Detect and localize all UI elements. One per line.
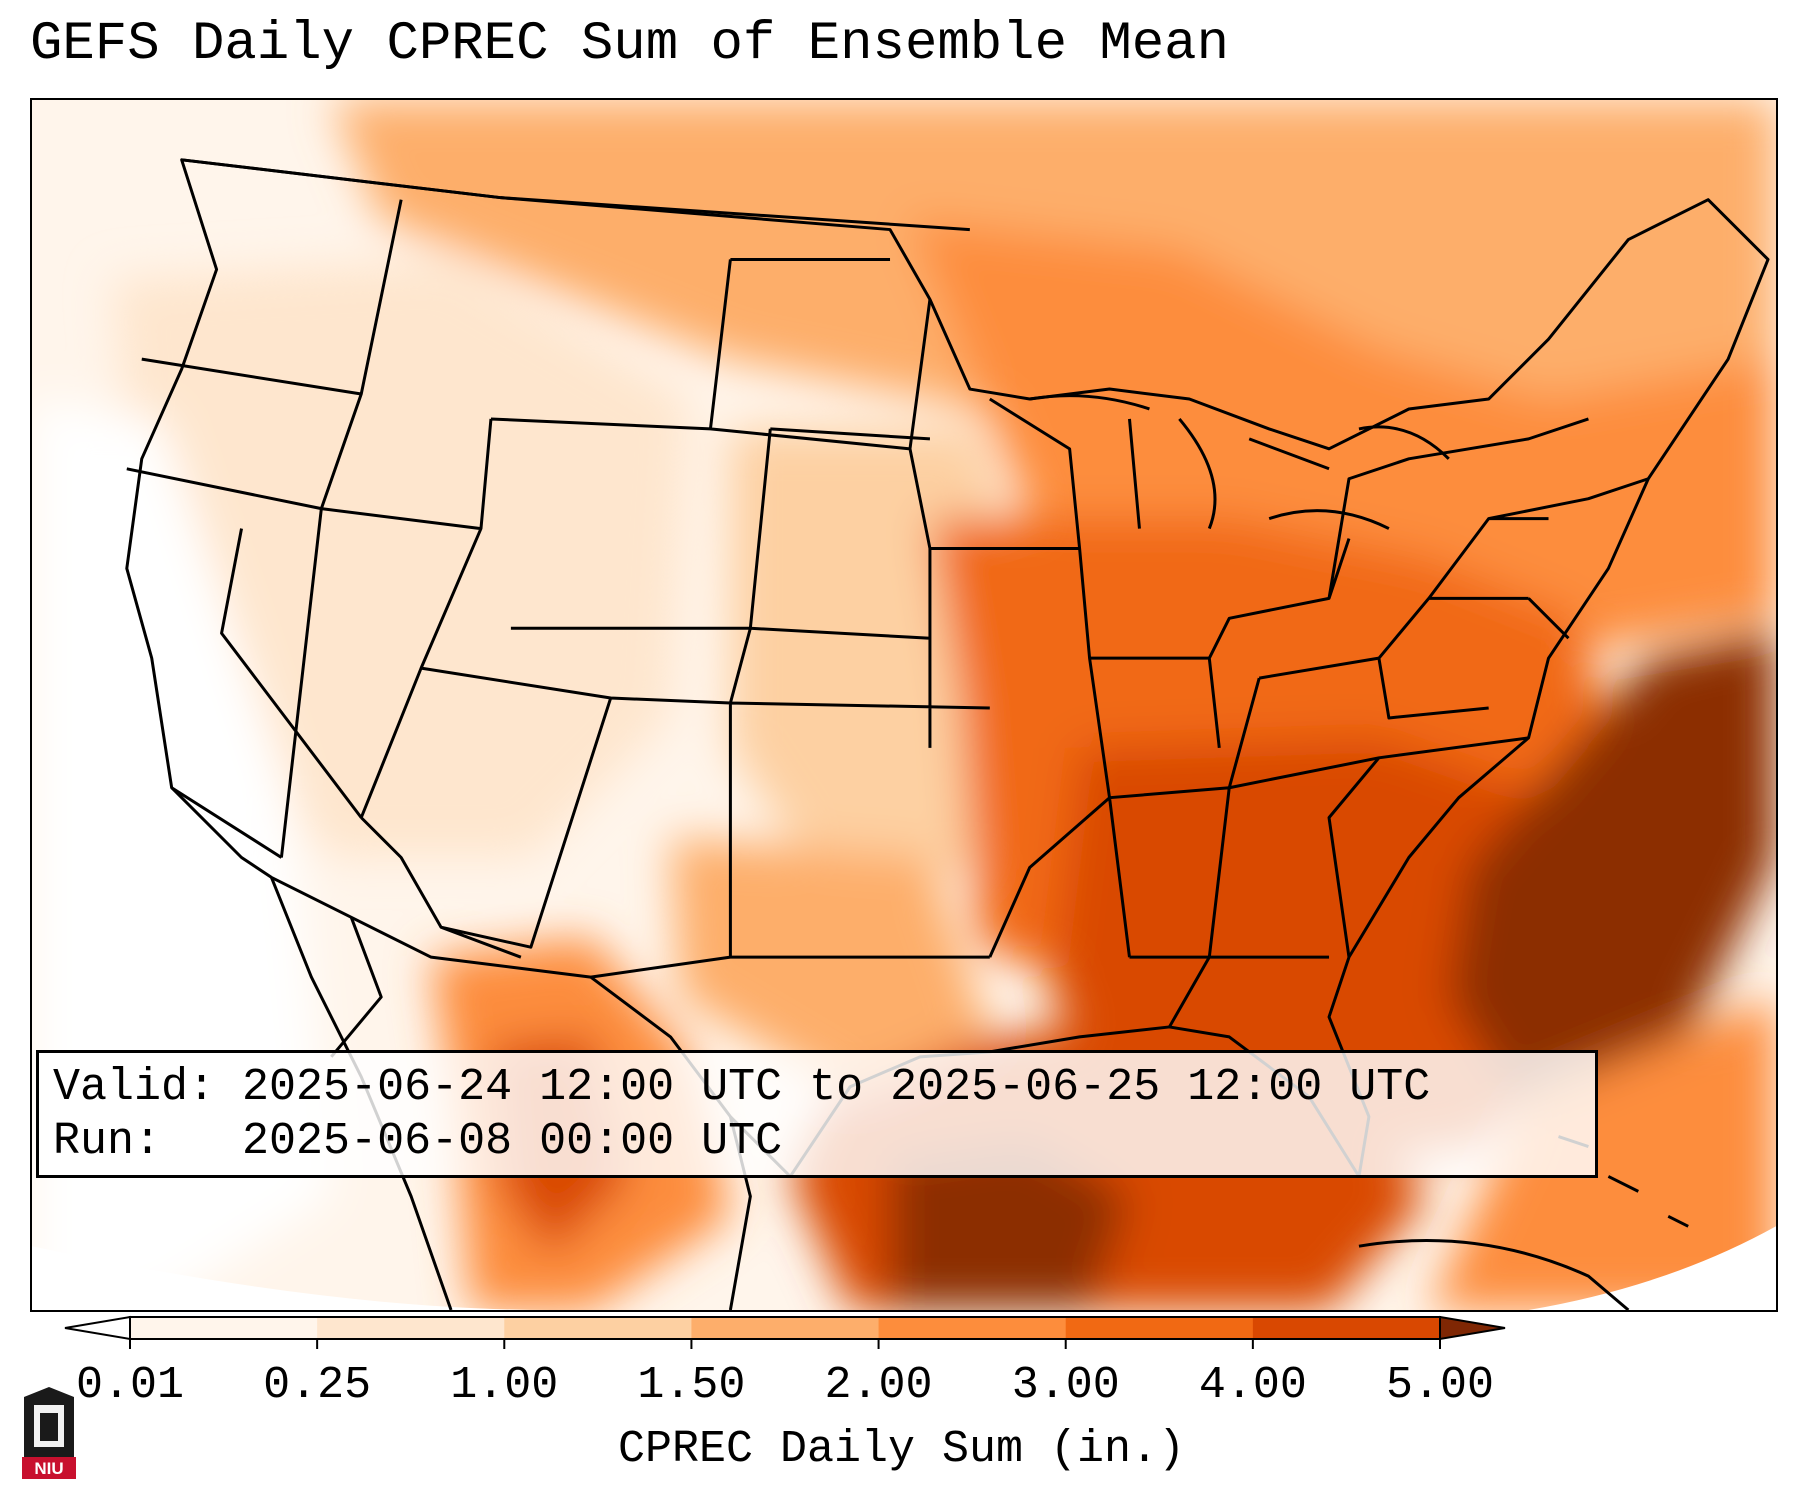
colorbar-tick-label: 4.00	[1199, 1360, 1307, 1411]
colorbar-segment	[1252, 1317, 1441, 1339]
cuba	[1358, 1239, 1630, 1310]
niu-logo-window	[40, 1413, 58, 1441]
great-lakes	[1029, 394, 1450, 530]
canada-border	[181, 158, 970, 232]
projection-edge-se	[1528, 1226, 1776, 1310]
niu-logo-banner	[22, 1457, 76, 1479]
colorbar-tick-label: 1.50	[637, 1360, 745, 1411]
valid-label: Valid:	[53, 1062, 216, 1113]
state-lines-east	[929, 397, 1649, 1028]
colorbar-segment	[691, 1317, 880, 1339]
colorbar-tick-label: 0.01	[76, 1360, 184, 1411]
colorbar-tick-label: 0.25	[263, 1360, 371, 1411]
colorbar: 0.01 0.25 1.00 1.50 2.00 3.00 4.00 5.00	[64, 1315, 1506, 1411]
colorbar-tick-label: 3.00	[1012, 1360, 1120, 1411]
run-value: 2025-06-08 00:00 UTC	[242, 1116, 783, 1167]
precip-area-atlantic-core	[1448, 628, 1776, 1127]
colorbar-tick-label: 5.00	[1386, 1360, 1494, 1411]
colorbar-tick-label: 1.00	[450, 1360, 558, 1411]
colorbar-segment	[878, 1317, 1067, 1339]
precip-area-atlantic-south	[1428, 997, 1776, 1310]
colorbar-segment	[1065, 1317, 1254, 1339]
colorbar-segment	[504, 1317, 692, 1339]
precip-area-texas	[670, 837, 990, 1097]
colorbar-over-extension	[1439, 1315, 1506, 1341]
precip-field	[32, 100, 1776, 1310]
colorbar-segment	[130, 1317, 318, 1339]
colorbar-segment	[317, 1317, 505, 1339]
projection-edge-sw	[32, 1246, 551, 1310]
colorbar-border	[129, 1316, 1441, 1340]
niu-logo: NIU	[22, 1387, 76, 1479]
run-label: Run:	[53, 1116, 162, 1167]
run-line: Run: 2025-06-08 00:00 UTC	[53, 1115, 1581, 1169]
valid-line: Valid: 2025-06-24 12:00 UTC to 2025-06-2…	[53, 1061, 1581, 1115]
map-title: GEFS Daily CPREC Sum of Ensemble Mean	[30, 14, 1229, 75]
valid-value: 2025-06-24 12:00 UTC to 2025-06-25 12:00…	[242, 1062, 1431, 1113]
valid-run-info-box: Valid: 2025-06-24 12:00 UTC to 2025-06-2…	[36, 1050, 1598, 1178]
niu-logo-text: NIU	[34, 1459, 63, 1478]
colorbar-label: CPREC Daily Sum (in.)	[617, 1424, 1186, 1475]
precip-area-gulf-core	[890, 1136, 1130, 1310]
state-lines-west	[126, 199, 990, 979]
colorbar-tick-label: 2.00	[825, 1360, 933, 1411]
colorbar-under-extension	[64, 1315, 131, 1341]
